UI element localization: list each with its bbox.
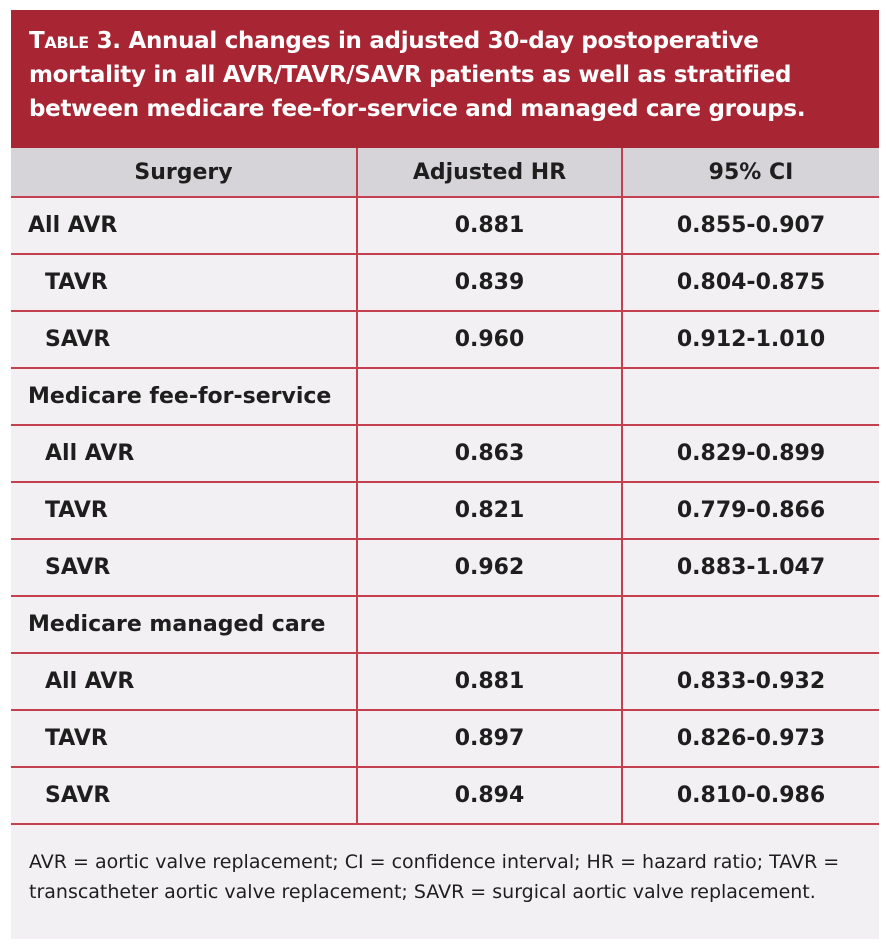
surgery-cell: TAVR bbox=[11, 710, 358, 768]
hr-cell bbox=[357, 368, 623, 426]
table-row: SAVR 0.962 0.883-1.047 bbox=[11, 539, 879, 597]
surgery-cell: Medicare fee-for-service bbox=[11, 368, 358, 426]
hr-cell: 0.894 bbox=[357, 767, 623, 825]
ci-cell: 0.826-0.973 bbox=[622, 710, 879, 768]
table-row: TAVR 0.821 0.779-0.866 bbox=[11, 482, 879, 540]
hr-cell: 0.821 bbox=[357, 482, 623, 540]
table-row: All AVR 0.881 0.833-0.932 bbox=[11, 653, 879, 711]
table-row: Medicare managed care bbox=[11, 596, 879, 654]
table-figure: Table 3. Annual changes in adjusted 30-d… bbox=[11, 10, 879, 939]
table-row: All AVR 0.863 0.829-0.899 bbox=[11, 425, 879, 483]
table-label: Table 3. bbox=[29, 28, 121, 54]
ci-cell: 0.829-0.899 bbox=[622, 425, 879, 483]
ci-cell: 0.804-0.875 bbox=[622, 254, 879, 312]
table-row: SAVR 0.960 0.912-1.010 bbox=[11, 311, 879, 369]
hr-cell bbox=[357, 596, 623, 654]
surgery-cell: All AVR bbox=[11, 197, 358, 255]
footnote: AVR = aortic valve replacement; CI = con… bbox=[29, 851, 840, 903]
surgery-cell: All AVR bbox=[11, 653, 358, 711]
hr-cell: 0.960 bbox=[357, 311, 623, 369]
surgery-cell: TAVR bbox=[11, 254, 358, 312]
hr-cell: 0.962 bbox=[357, 539, 623, 597]
table-row: TAVR 0.897 0.826-0.973 bbox=[11, 710, 879, 768]
column-header-ci: 95% CI bbox=[622, 148, 879, 198]
hr-cell: 0.863 bbox=[357, 425, 623, 483]
column-header-surgery: Surgery bbox=[11, 148, 358, 198]
table-row: SAVR 0.894 0.810-0.986 bbox=[11, 767, 879, 825]
hr-cell: 0.897 bbox=[357, 710, 623, 768]
table-row: TAVR 0.839 0.804-0.875 bbox=[11, 254, 879, 312]
ci-cell: 0.833-0.932 bbox=[622, 653, 879, 711]
table-caption: Annual changes in adjusted 30-day postop… bbox=[29, 28, 806, 122]
ci-cell: 0.883-1.047 bbox=[622, 539, 879, 597]
table-title: Table 3. Annual changes in adjusted 30-d… bbox=[11, 10, 879, 148]
surgery-cell: Medicare managed care bbox=[11, 596, 358, 654]
ci-cell: 0.855-0.907 bbox=[622, 197, 879, 255]
header-row: Surgery Adjusted HR 95% CI bbox=[11, 148, 879, 198]
table-row: All AVR 0.881 0.855-0.907 bbox=[11, 197, 879, 255]
table-row: Medicare fee-for-service bbox=[11, 368, 879, 426]
ci-cell: 0.779-0.866 bbox=[622, 482, 879, 540]
ci-cell bbox=[622, 596, 879, 654]
surgery-cell: SAVR bbox=[11, 767, 358, 825]
data-table: Surgery Adjusted HR 95% CI All AVR 0.881 0… bbox=[11, 148, 879, 825]
hr-cell: 0.881 bbox=[357, 197, 623, 255]
ci-cell: 0.810-0.986 bbox=[622, 767, 879, 825]
ci-cell: 0.912-1.010 bbox=[622, 311, 879, 369]
surgery-cell: TAVR bbox=[11, 482, 358, 540]
ci-cell bbox=[622, 368, 879, 426]
column-header-hr: Adjusted HR bbox=[357, 148, 623, 198]
hr-cell: 0.881 bbox=[357, 653, 623, 711]
surgery-cell: SAVR bbox=[11, 539, 358, 597]
hr-cell: 0.839 bbox=[357, 254, 623, 312]
surgery-cell: All AVR bbox=[11, 425, 358, 483]
surgery-cell: SAVR bbox=[11, 311, 358, 369]
